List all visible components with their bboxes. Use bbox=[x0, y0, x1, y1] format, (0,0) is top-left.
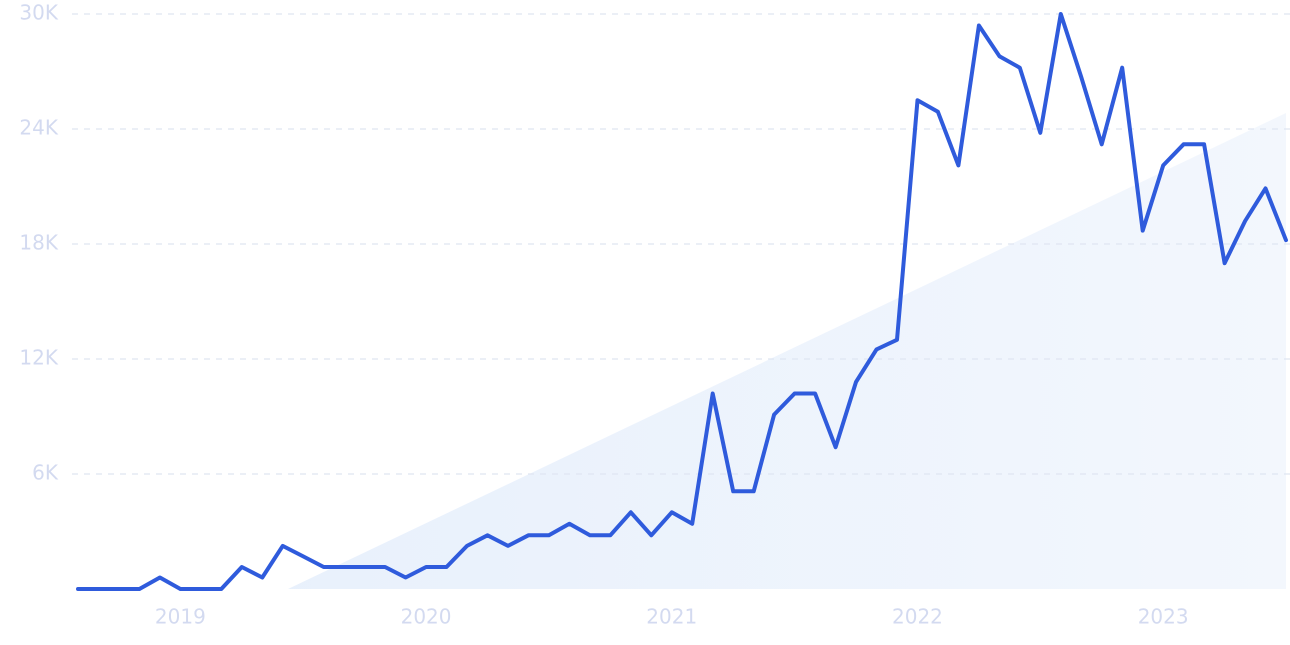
trend-area bbox=[288, 113, 1286, 589]
y-tick-label: 30K bbox=[19, 1, 58, 25]
x-tick-label: 2019 bbox=[155, 605, 206, 629]
x-tick-label: 2023 bbox=[1138, 605, 1189, 629]
y-tick-label: 12K bbox=[19, 346, 58, 370]
y-tick-label: 24K bbox=[19, 116, 58, 140]
x-tick-label: 2020 bbox=[401, 605, 452, 629]
y-tick-label: 6K bbox=[32, 461, 59, 485]
data-line bbox=[76, 12, 1288, 591]
y-tick-label: 18K bbox=[19, 231, 58, 255]
x-tick-label: 2021 bbox=[646, 605, 697, 629]
x-tick-label: 2022 bbox=[892, 605, 943, 629]
